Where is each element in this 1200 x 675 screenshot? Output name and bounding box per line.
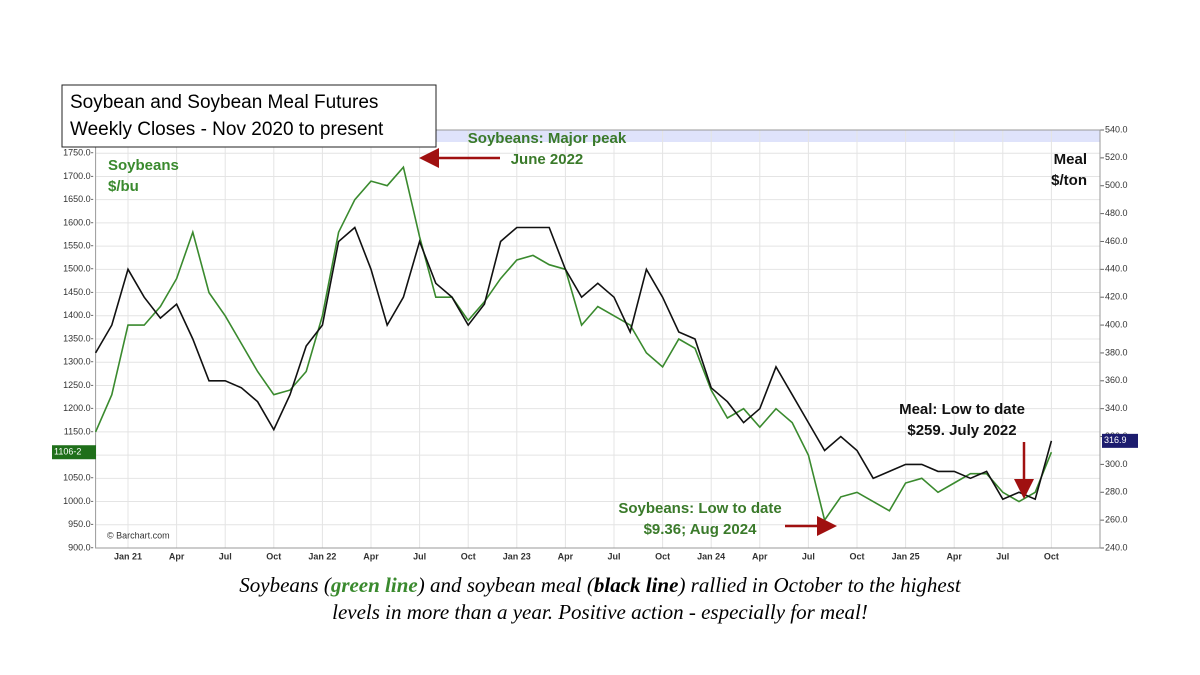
y-tick-label: 1700.0- bbox=[63, 171, 94, 181]
y2-tick-label: 440.0 bbox=[1105, 264, 1128, 274]
y-tick-label: 950.0- bbox=[68, 519, 94, 529]
annotation: Soybeans: Major peak bbox=[468, 130, 627, 147]
y2-tick-label: 240.0 bbox=[1105, 542, 1128, 552]
value-label: 316.9 bbox=[1104, 435, 1127, 445]
y-tick-label: 900.0- bbox=[68, 542, 94, 552]
y-axis-label: Soybeans bbox=[108, 157, 179, 174]
y-tick-label: 1350.0- bbox=[63, 333, 94, 343]
y2-tick-label: 300.0 bbox=[1105, 459, 1128, 469]
y2-tick-label: 420.0 bbox=[1105, 292, 1128, 302]
y-tick-label: 1750.0- bbox=[63, 148, 94, 158]
y2-tick-label: 360.0 bbox=[1105, 375, 1128, 385]
caption-emphasis: black line bbox=[593, 573, 679, 597]
x-tick-label: Jan 25 bbox=[892, 551, 920, 561]
value-label-box bbox=[1102, 433, 1138, 448]
y2-axis-label: Meal bbox=[1054, 151, 1087, 168]
y-tick-label: 1600.0- bbox=[63, 217, 94, 227]
x-tick-label: Oct bbox=[461, 551, 476, 561]
y2-tick-label: 380.0 bbox=[1105, 347, 1128, 357]
x-tick-label: Apr bbox=[363, 551, 379, 561]
y2-tick-label: 280.0 bbox=[1105, 487, 1128, 497]
y2-tick-label: 520.0 bbox=[1105, 152, 1128, 162]
caption: Soybeans (green line) and soybean meal (… bbox=[230, 572, 970, 626]
value-label-box bbox=[52, 445, 96, 460]
title-box bbox=[61, 84, 437, 148]
y-tick-label: 1250.0- bbox=[63, 380, 94, 390]
y-axis-label: $/bu bbox=[108, 178, 139, 195]
annotation: Meal: Low to date bbox=[899, 401, 1025, 418]
caption-text: ) and soybean meal ( bbox=[417, 573, 594, 597]
y-tick-label: 1050.0- bbox=[63, 473, 94, 483]
y-tick-label: 1300.0- bbox=[63, 357, 94, 367]
series-line bbox=[94, 165, 1053, 522]
annotation: June 2022 bbox=[511, 151, 584, 168]
x-tick-label: Jan 21 bbox=[114, 551, 142, 561]
caption-emphasis: green line bbox=[330, 573, 418, 597]
y2-tick-label: 540.0 bbox=[1105, 124, 1128, 134]
y2-tick-label: 400.0 bbox=[1105, 319, 1128, 329]
x-tick-label: Jul bbox=[996, 551, 1009, 561]
x-tick-label: Jan 24 bbox=[697, 551, 725, 561]
y-tick-label: 1400.0- bbox=[63, 310, 94, 320]
x-tick-label: Oct bbox=[849, 551, 864, 561]
y2-tick-label: 260.0 bbox=[1105, 515, 1128, 525]
x-tick-label: Apr bbox=[946, 551, 962, 561]
value-label: 1106-2 bbox=[54, 447, 81, 457]
y-tick-label: 1650.0- bbox=[63, 194, 94, 204]
y2-tick-label: 500.0 bbox=[1105, 180, 1128, 190]
x-tick-label: Oct bbox=[266, 551, 281, 561]
annotation: $9.36; Aug 2024 bbox=[644, 521, 757, 538]
x-tick-label: Jan 23 bbox=[503, 551, 531, 561]
chart-subtitle: Weekly Closes - Nov 2020 to present bbox=[70, 119, 384, 140]
y-tick-label: 1000.0- bbox=[63, 496, 94, 506]
caption-text: Soybeans ( bbox=[239, 573, 331, 597]
x-tick-label: Jan 22 bbox=[308, 551, 336, 561]
plot-frame bbox=[95, 129, 1101, 549]
y-tick-label: 1500.0- bbox=[63, 264, 94, 274]
y-tick-label: 1200.0- bbox=[63, 403, 94, 413]
chart-title: Soybean and Soybean Meal Futures bbox=[70, 92, 378, 113]
series-line bbox=[94, 226, 1053, 501]
y-tick-label: 1550.0- bbox=[63, 240, 94, 250]
y2-axis-label: $/ton bbox=[1051, 172, 1087, 189]
annotation: Soybeans: Low to date bbox=[618, 500, 781, 517]
x-tick-label: Apr bbox=[169, 551, 185, 561]
x-tick-label: Oct bbox=[655, 551, 670, 561]
x-tick-label: Jul bbox=[607, 551, 620, 561]
y2-tick-label: 460.0 bbox=[1105, 236, 1128, 246]
y-tick-label: 1450.0- bbox=[63, 287, 94, 297]
x-tick-label: Apr bbox=[752, 551, 768, 561]
x-tick-label: Oct bbox=[1044, 551, 1059, 561]
y2-tick-label: 340.0 bbox=[1105, 403, 1128, 413]
x-tick-label: Apr bbox=[558, 551, 574, 561]
x-tick-label: Jul bbox=[413, 551, 426, 561]
caption-text: ) rallied in October to the highest leve… bbox=[332, 573, 961, 624]
chart: 900.0-950.0-1000.0-1050.0-1100.0-1150.0-… bbox=[52, 84, 1138, 561]
annotation: $259. July 2022 bbox=[907, 422, 1016, 439]
y-tick-label: 1150.0- bbox=[64, 426, 94, 436]
x-tick-label: Jul bbox=[802, 551, 815, 561]
y2-tick-label: 480.0 bbox=[1105, 208, 1128, 218]
source: © Barchart.com bbox=[107, 530, 170, 540]
x-tick-label: Jul bbox=[219, 551, 232, 561]
